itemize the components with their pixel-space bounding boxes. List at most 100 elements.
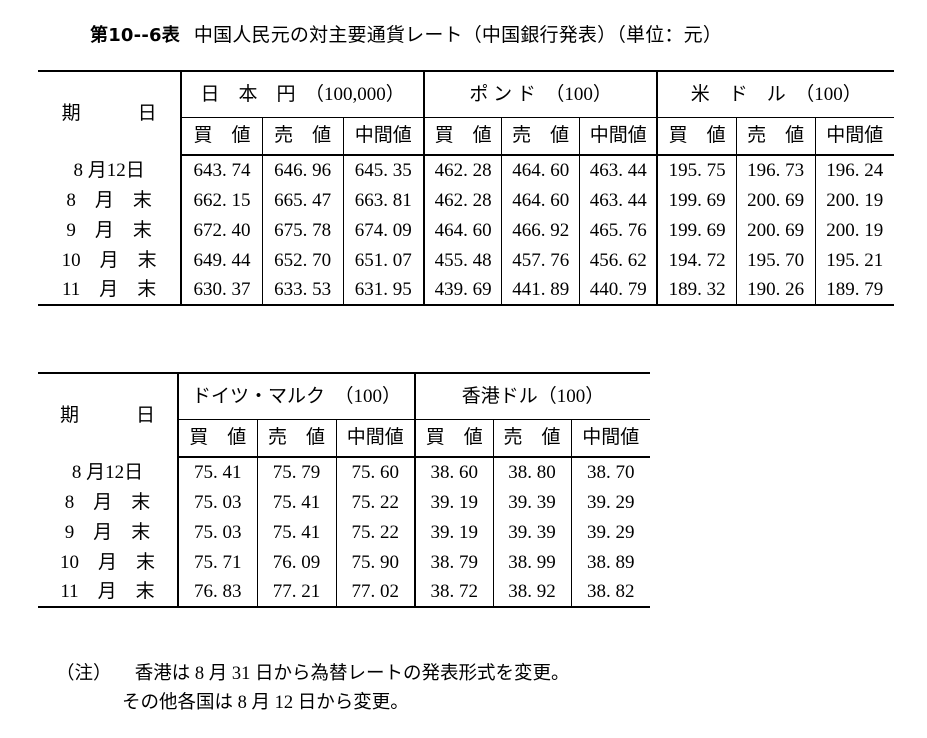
table-cell: 439. 69	[422, 275, 502, 306]
table-cell: 38. 60	[414, 457, 494, 487]
header-sub-hkd-ask: 売 値	[492, 419, 572, 458]
table-cell: 76. 09	[256, 547, 336, 577]
table-cell: 672. 40	[180, 215, 263, 245]
table-cell: 462. 28	[422, 185, 502, 215]
table-note: （注） 香港は 8 月 31 日から為替レートの発表形式を変更。 その他各国は …	[56, 660, 570, 717]
table-cell: 465. 76	[579, 215, 658, 245]
header-group-jpy: 日 本 円 （100,000）	[180, 70, 424, 118]
currency-table-2: 期 日 ドイツ・マルク （100） 香港ドル（100） 買 値 売 値 中間値 …	[38, 372, 651, 608]
table-cell: 440. 79	[579, 275, 658, 306]
table-cell: 463. 44	[579, 185, 658, 215]
header-sub-hkd-bid: 買 値	[414, 419, 494, 458]
header-date-t1: 期 日	[38, 70, 182, 155]
table-cell: 38. 92	[492, 577, 572, 608]
header-sub-jpy-mid: 中間値	[342, 117, 424, 156]
table-cell: 39. 29	[570, 517, 651, 547]
table-cell: 75. 41	[256, 487, 336, 517]
page-title: 第10--6表 中国人民元の対主要通貨レート（中国銀行発表）（単位：元）	[90, 20, 722, 47]
table-cell: 462. 28	[422, 155, 502, 185]
table-row-label: 9 月 末	[64, 521, 151, 543]
table-cell: 200. 69	[735, 185, 816, 215]
table-cell: 643. 74	[180, 155, 263, 185]
table-cell: 189. 79	[814, 275, 894, 306]
table-row-label: 8 月 末	[64, 491, 151, 513]
table-cell: 38. 70	[570, 457, 651, 487]
header-sub-gbp-mid: 中間値	[579, 117, 658, 156]
table-cell: 455. 48	[422, 245, 502, 275]
table-cell: 75. 22	[335, 487, 416, 517]
table-cell: 674. 09	[342, 215, 424, 245]
table-row-label: 11 月 末	[38, 275, 182, 306]
table-cell: 441. 89	[501, 275, 580, 306]
header-group-usd: 米 ド ル （100）	[656, 70, 894, 118]
table-cell: 649. 44	[180, 245, 263, 275]
table-cell: 195. 21	[814, 245, 894, 275]
table-cell: 75. 03	[177, 517, 257, 547]
note-text-2: その他各国は 8 月 12 日から変更。	[122, 692, 409, 713]
table-cell: 200. 19	[814, 215, 894, 245]
header-date-t2: 期 日	[38, 372, 178, 457]
table-cell: 631. 95	[342, 275, 424, 306]
table-cell: 195. 75	[656, 155, 737, 185]
table-cell: 652. 70	[261, 245, 344, 275]
header-sub-dem-mid: 中間値	[335, 419, 416, 458]
table-cell: 194. 72	[656, 245, 737, 275]
table-cell: 39. 39	[492, 517, 572, 547]
table-row-label: 9 月 末	[66, 219, 152, 241]
table-cell: 39. 39	[492, 487, 572, 517]
table-cell: 38. 82	[570, 577, 651, 608]
table-cell: 630. 37	[180, 275, 263, 306]
header-sub-jpy-ask: 売 値	[261, 117, 344, 156]
table-cell: 38. 89	[570, 547, 651, 577]
header-sub-dem-ask: 売 値	[256, 419, 336, 458]
note-marker: （注）	[56, 664, 112, 684]
table-cell: 464. 60	[501, 185, 580, 215]
table-cell: 675. 78	[261, 215, 344, 245]
table-cell: 38. 80	[492, 457, 572, 487]
table-cell: 75. 90	[335, 547, 416, 577]
note-line-1: （注） 香港は 8 月 31 日から為替レートの発表形式を変更。	[56, 660, 570, 689]
table-cell: 464. 60	[422, 215, 502, 245]
table-cell: 662. 15	[180, 185, 263, 215]
table-cell: 75. 22	[335, 517, 416, 547]
header-sub-hkd-mid: 中間値	[570, 419, 651, 458]
header-group-gbp: ポ ン ド （100）	[422, 70, 658, 118]
header-sub-dem-bid: 買 値	[177, 419, 257, 458]
table-cell: 75. 71	[177, 547, 257, 577]
table-row-label: 8 月 末	[66, 189, 152, 211]
table-cell: 189. 32	[656, 275, 737, 306]
table-cell: 464. 60	[501, 155, 580, 185]
table-cell: 38. 72	[414, 577, 494, 608]
table-cell: 77. 02	[335, 577, 416, 608]
table-cell: 456. 62	[579, 245, 658, 275]
table-cell: 190. 26	[735, 275, 816, 306]
table-cell: 39. 19	[414, 487, 494, 517]
table-row-label: 10 月 末	[61, 249, 157, 271]
table-cell: 665. 47	[261, 185, 344, 215]
title-text: 中国人民元の対主要通貨レート（中国銀行発表）（単位：元）	[193, 25, 723, 46]
table-cell: 38. 79	[414, 547, 494, 577]
note-text-1: 香港は 8 月 31 日から為替レートの発表形式を変更。	[134, 664, 570, 684]
table-cell: 633. 53	[261, 275, 344, 306]
table-cell: 199. 69	[656, 185, 737, 215]
table-cell: 75. 79	[256, 457, 336, 487]
table-row-label: 8 月12日	[73, 159, 145, 181]
table-row-label: 10 月 末	[59, 551, 155, 573]
table-cell: 39. 29	[570, 487, 651, 517]
table-cell: 75. 41	[177, 457, 257, 487]
table-cell: 77. 21	[256, 577, 336, 608]
table-cell: 199. 69	[656, 215, 737, 245]
table-cell: 463. 44	[579, 155, 658, 185]
table-cell: 75. 60	[335, 457, 416, 487]
table-cell: 663. 81	[342, 185, 424, 215]
table-number: 第10--6表	[90, 25, 180, 46]
header-sub-gbp-bid: 買 値	[422, 117, 502, 156]
table-cell: 466. 92	[501, 215, 580, 245]
table-row-label: 8 月12日	[71, 461, 144, 483]
table-cell: 75. 41	[256, 517, 336, 547]
header-sub-usd-ask: 売 値	[735, 117, 816, 156]
table-cell: 645. 35	[342, 155, 424, 185]
header-sub-usd-mid: 中間値	[814, 117, 894, 156]
table-cell: 457. 76	[501, 245, 580, 275]
